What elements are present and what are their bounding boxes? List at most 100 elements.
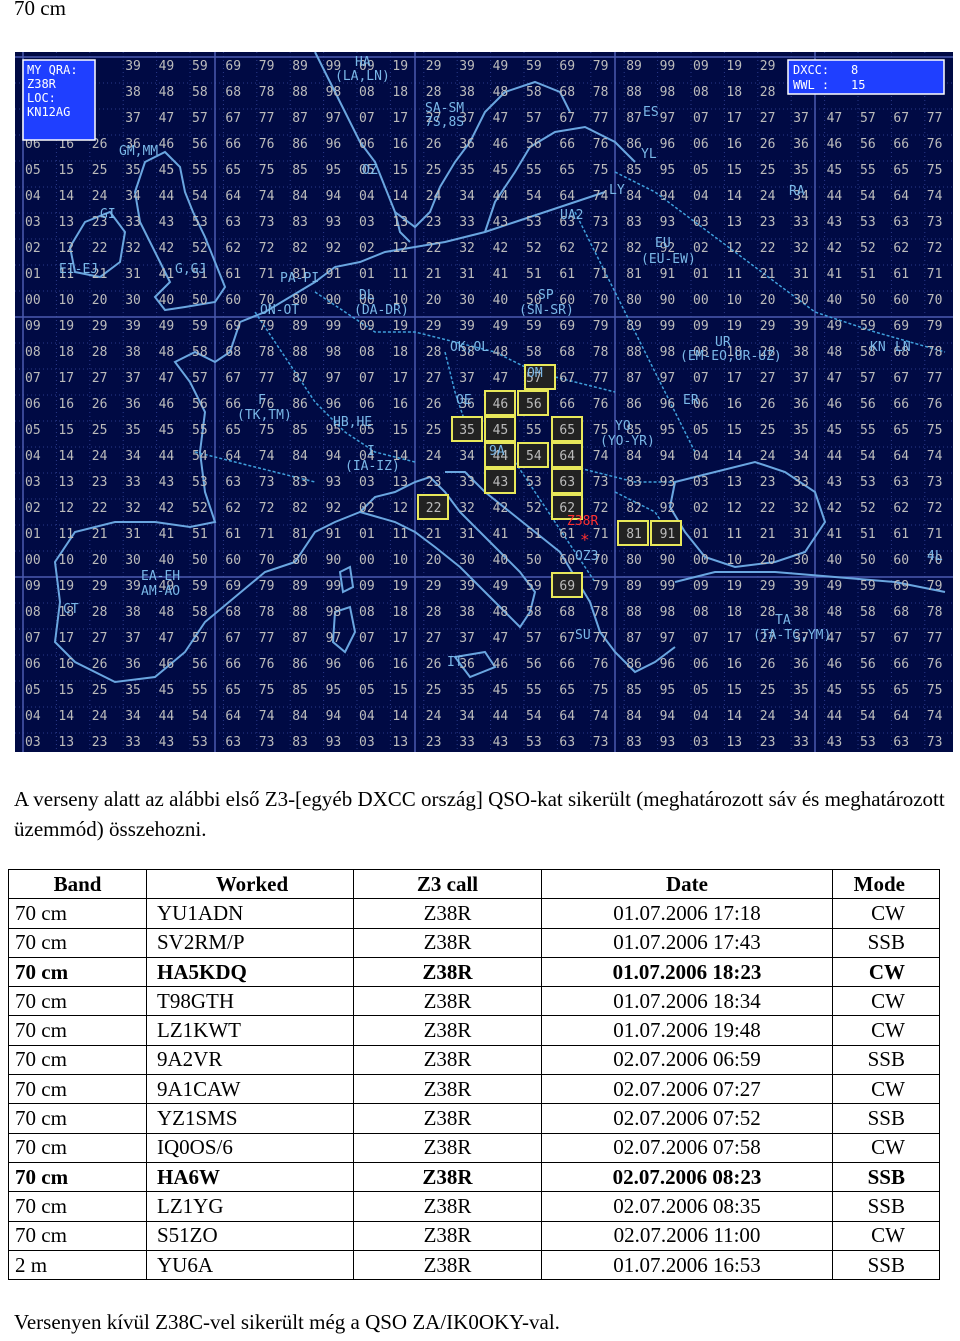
cell-z3-call: Z38R	[353, 1161, 542, 1193]
qra-call: Z38R	[27, 77, 57, 91]
svg-text:38: 38	[125, 605, 141, 620]
svg-text:43: 43	[159, 475, 175, 490]
svg-text:76: 76	[593, 137, 609, 152]
svg-text:09: 09	[359, 59, 375, 74]
svg-text:55: 55	[192, 163, 208, 178]
svg-text:77: 77	[259, 631, 275, 646]
svg-text:99: 99	[660, 319, 676, 334]
svg-text:28: 28	[426, 85, 442, 100]
svg-text:52: 52	[860, 241, 876, 256]
svg-text:19: 19	[392, 579, 408, 594]
table-row: 70 cm YZ1SMS Z38R 02.07.2006 07:52 SSB	[8, 1103, 940, 1134]
svg-text:67: 67	[225, 631, 241, 646]
svg-text:05: 05	[359, 423, 375, 438]
svg-text:65: 65	[225, 683, 241, 698]
table-row: 70 cm LZ1KWT Z38R 01.07.2006 19:48 CW	[8, 1015, 940, 1046]
svg-text:36: 36	[459, 397, 475, 412]
svg-text:04: 04	[359, 709, 375, 724]
svg-text:UR: UR	[715, 335, 731, 350]
svg-text:KN: KN	[870, 340, 886, 355]
cell-band: 70 cm	[8, 1074, 147, 1105]
svg-text:02: 02	[25, 501, 41, 516]
svg-text:95: 95	[660, 163, 676, 178]
svg-text:04: 04	[359, 189, 375, 204]
svg-text:01: 01	[359, 267, 375, 282]
svg-text:36: 36	[459, 657, 475, 672]
header-worked: Worked	[146, 868, 354, 900]
svg-text:43: 43	[493, 215, 509, 230]
svg-text:18: 18	[726, 85, 742, 100]
svg-text:98: 98	[660, 85, 676, 100]
svg-text:73: 73	[259, 735, 275, 750]
svg-text:69: 69	[559, 59, 575, 74]
cell-mode: SSB	[832, 1044, 940, 1076]
svg-text:29: 29	[426, 319, 442, 334]
table-row: 70 cm HA5KDQ Z38R 01.07.2006 18:23 CW	[8, 956, 940, 988]
svg-text:54: 54	[192, 709, 208, 724]
svg-text:32: 32	[459, 501, 475, 516]
svg-text:77: 77	[927, 631, 943, 646]
svg-text:71: 71	[259, 267, 275, 282]
svg-text:59: 59	[526, 579, 542, 594]
svg-text:39: 39	[125, 319, 141, 334]
svg-text:86: 86	[626, 397, 642, 412]
svg-text:25: 25	[760, 163, 776, 178]
svg-text:23: 23	[426, 735, 442, 750]
svg-text:44: 44	[827, 449, 843, 464]
svg-text:66: 66	[893, 137, 909, 152]
svg-text:56: 56	[526, 657, 542, 672]
svg-text:09: 09	[693, 319, 709, 334]
svg-text:19: 19	[58, 319, 74, 334]
svg-text:72: 72	[259, 241, 275, 256]
svg-text:79: 79	[593, 319, 609, 334]
svg-text:28: 28	[760, 605, 776, 620]
svg-text:13: 13	[392, 475, 408, 490]
svg-text:69: 69	[225, 579, 241, 594]
svg-text:49: 49	[159, 579, 175, 594]
svg-text:59: 59	[192, 579, 208, 594]
svg-text:9A: 9A	[489, 444, 505, 459]
svg-text:60: 60	[225, 293, 241, 308]
svg-text:92: 92	[326, 501, 342, 516]
svg-text:70: 70	[259, 553, 275, 568]
svg-text:ON-OT: ON-OT	[260, 303, 299, 318]
svg-text:93: 93	[326, 735, 342, 750]
svg-text:29: 29	[426, 579, 442, 594]
cell-date: 01.07.2006 18:34	[541, 986, 833, 1017]
svg-text:10: 10	[392, 553, 408, 568]
svg-text:88: 88	[626, 605, 642, 620]
svg-text:95: 95	[326, 163, 342, 178]
svg-text:78: 78	[259, 85, 275, 100]
svg-text:29: 29	[760, 319, 776, 334]
svg-text:18: 18	[392, 345, 408, 360]
svg-text:23: 23	[92, 475, 108, 490]
svg-text:20: 20	[760, 293, 776, 308]
svg-text:79: 79	[927, 579, 943, 594]
svg-text:14: 14	[58, 189, 74, 204]
cell-band: 70 cm	[8, 1220, 147, 1251]
svg-text:43: 43	[827, 215, 843, 230]
svg-text:41: 41	[493, 267, 509, 282]
svg-text:51: 51	[192, 267, 208, 282]
svg-text:RA: RA	[789, 184, 805, 199]
svg-text:65: 65	[893, 163, 909, 178]
cell-band: 70 cm	[8, 1132, 147, 1163]
svg-text:60: 60	[559, 293, 575, 308]
svg-text:12: 12	[392, 501, 408, 516]
svg-text:70: 70	[593, 293, 609, 308]
svg-text:12: 12	[58, 501, 74, 516]
svg-text:97: 97	[326, 371, 342, 386]
svg-text:27: 27	[760, 631, 776, 646]
svg-text:05: 05	[25, 683, 41, 698]
svg-text:15: 15	[392, 423, 408, 438]
svg-text:31: 31	[125, 527, 141, 542]
svg-text:41: 41	[159, 527, 175, 542]
cell-worked: HA5KDQ	[146, 956, 354, 988]
svg-text:35: 35	[125, 683, 141, 698]
svg-text:24: 24	[760, 449, 776, 464]
cell-mode: SSB	[832, 1103, 940, 1134]
svg-text:19: 19	[58, 579, 74, 594]
svg-text:81: 81	[626, 267, 642, 282]
svg-text:98: 98	[660, 605, 676, 620]
svg-text:48: 48	[493, 605, 509, 620]
